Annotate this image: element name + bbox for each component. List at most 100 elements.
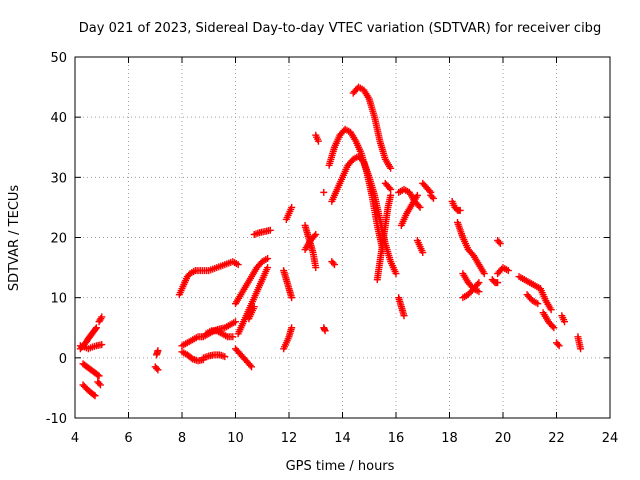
data-point-marker [90,391,98,399]
data-point-marker [429,194,437,202]
series-arc-07 [153,347,162,359]
data-point-marker [248,363,256,371]
data-point-marker [415,202,423,210]
series-arc-23 [301,230,320,254]
y-axis-title: SDTVAR / TECUs [7,185,22,292]
series-arc-47 [523,291,542,308]
x-axis-title: GPS time / hours [286,459,395,474]
data-point-marker [534,300,542,308]
data-point-marker [154,366,162,374]
series-arc-31 [373,191,395,284]
y-tick-label: 30 [50,171,67,186]
y-tick-label: -10 [46,412,67,427]
series-arc-25 [320,324,329,335]
data-point-marker [246,361,254,369]
series-arc-45 [494,237,504,248]
data-point-marker [321,327,329,335]
series-arc-14 [232,255,272,308]
data-point-marker [419,249,427,257]
series-arc-44 [494,264,512,278]
data-point-marker [561,318,569,326]
data-point-marker [266,226,274,234]
series-arc-24 [312,131,322,145]
series-arc-15 [234,264,272,338]
series-arc-40 [454,218,488,278]
data-point-marker [387,191,395,199]
x-tick-label: 14 [334,431,351,446]
data-point-marker [98,341,106,349]
x-tick-label: 4 [71,431,79,446]
x-tick-labels: 4 6 8 10 12 14 16 18 20 22 24 [71,431,618,446]
data-point-marker [312,264,320,272]
data-point-marker [264,255,272,263]
data-point-marker [330,261,338,269]
x-tick-label: 10 [227,431,244,446]
data-point-marker [94,371,102,379]
series-arc-43 [488,276,502,287]
y-tick-label: 0 [59,352,67,367]
data-point-marker [475,288,483,296]
data-point-marker [425,187,433,195]
y-tick-label: 40 [50,111,67,126]
data-point-marker [550,324,558,332]
data-point-marker [97,315,105,323]
series-arc-13 [202,327,237,341]
data-point-marker [494,279,502,287]
data-point-marker [154,347,162,355]
series-arc-51 [553,339,563,350]
series-arc-42 [459,270,483,296]
series-arc-35 [397,191,421,229]
data-point-marker [92,325,100,333]
series-arc-03 [79,360,103,380]
series-arc-19 [280,267,296,302]
series-arc-20 [280,324,296,353]
series-arc-30 [349,83,395,172]
data-point-marker [153,364,161,372]
series-arc-27 [328,258,338,269]
series-arc-05 [95,313,106,326]
data-point-marker [95,372,103,380]
data-point-marker [329,259,337,267]
series-arc-09 [175,258,242,299]
data-point-marker [91,392,99,400]
data-point-marker [577,345,585,353]
x-tick-label: 20 [495,431,512,446]
data-point-marker [475,279,483,287]
data-point-marker [387,164,395,172]
grid-lines [75,57,610,418]
data-point-marker [413,191,421,199]
data-point-marker [234,261,242,269]
y-tick-labels: -10 0 10 20 30 40 50 [46,51,67,427]
axis-ticks [74,56,611,419]
data-point-marker [95,379,103,387]
data-point-marker [428,193,436,201]
data-point-marker [554,340,562,348]
series-arc-17 [245,303,258,323]
data-point-marker [555,342,563,350]
data-points [76,83,585,400]
series-arc-32 [381,179,395,193]
y-tick-label: 10 [50,292,67,307]
x-tick-label: 24 [602,431,619,446]
data-point-marker [229,333,237,341]
series-arc-08 [151,363,162,374]
data-point-marker [264,264,272,272]
data-point-marker [495,238,503,246]
series-arc-04 [79,381,99,400]
data-point-marker [314,137,322,145]
data-point-marker [474,280,482,288]
data-point-marker [98,313,106,321]
data-point-marker [456,206,464,214]
data-point-marker [288,203,296,211]
series-arc-12 [199,351,229,362]
chart-title: Day 021 of 2023, Sidereal Day-to-day VTE… [79,21,601,36]
series-arc-39 [448,197,464,214]
series-arc-33 [395,294,408,320]
data-point-marker [288,294,296,302]
data-point-marker [387,185,395,193]
series-arc-50 [558,312,569,326]
y-tick-label: 20 [50,232,67,247]
data-point-marker [310,232,318,240]
